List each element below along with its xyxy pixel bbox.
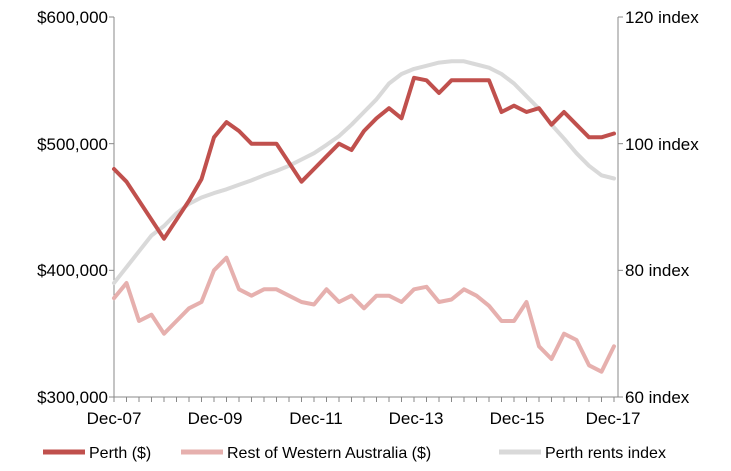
series-line-perth bbox=[112, 75, 616, 241]
y-right-tick-label: 100 index bbox=[625, 135, 699, 154]
legend-label-perth: Perth ($) bbox=[89, 445, 151, 462]
x-tick-label: Dec-11 bbox=[289, 409, 343, 428]
series-line-perth-rents-index bbox=[112, 59, 616, 285]
y-left-tick-label: $300,000 bbox=[37, 388, 108, 407]
y-right-tick-labels: 120 index 100 index 80 index 60 index bbox=[625, 8, 699, 407]
y-left-tick-label: $400,000 bbox=[37, 261, 108, 280]
y-left-ticks bbox=[109, 16, 114, 398]
series-line-rest-of-western-australia bbox=[112, 255, 616, 374]
legend-label-perth-rents: Perth rents index bbox=[545, 445, 666, 462]
legend-item-rest-of-wa: Rest of Western Australia ($) bbox=[181, 445, 431, 462]
y-right-tick-label: 60 index bbox=[625, 388, 690, 407]
y-left-tick-label: $500,000 bbox=[37, 135, 108, 154]
series-lines bbox=[112, 59, 616, 374]
x-tick-labels: Dec-07 Dec-09 Dec-11 Dec-13 Dec-15 Dec-1… bbox=[87, 409, 641, 428]
y-right-tick-label: 80 index bbox=[625, 261, 690, 280]
x-tick-label: Dec-17 bbox=[586, 409, 641, 428]
x-minor-ticks bbox=[113, 397, 615, 402]
y-right-ticks bbox=[618, 16, 623, 398]
y-left-tick-labels: $600,000 $500,000 $400,000 $300,000 bbox=[37, 8, 108, 407]
legend-item-perth: Perth ($) bbox=[43, 445, 151, 462]
x-tick-label: Dec-15 bbox=[490, 409, 545, 428]
x-tick-label: Dec-07 bbox=[87, 409, 142, 428]
plot-axes bbox=[113, 17, 619, 398]
legend-label-rest-of-wa: Rest of Western Australia ($) bbox=[227, 445, 431, 462]
x-tick-label: Dec-09 bbox=[188, 409, 243, 428]
legend-item-perth-rents: Perth rents index bbox=[499, 445, 666, 462]
y-left-tick-label: $600,000 bbox=[37, 8, 108, 27]
x-tick-label: Dec-13 bbox=[389, 409, 444, 428]
legend: Perth ($) Rest of Western Australia ($) … bbox=[43, 445, 666, 462]
y-right-tick-label: 120 index bbox=[625, 8, 699, 27]
